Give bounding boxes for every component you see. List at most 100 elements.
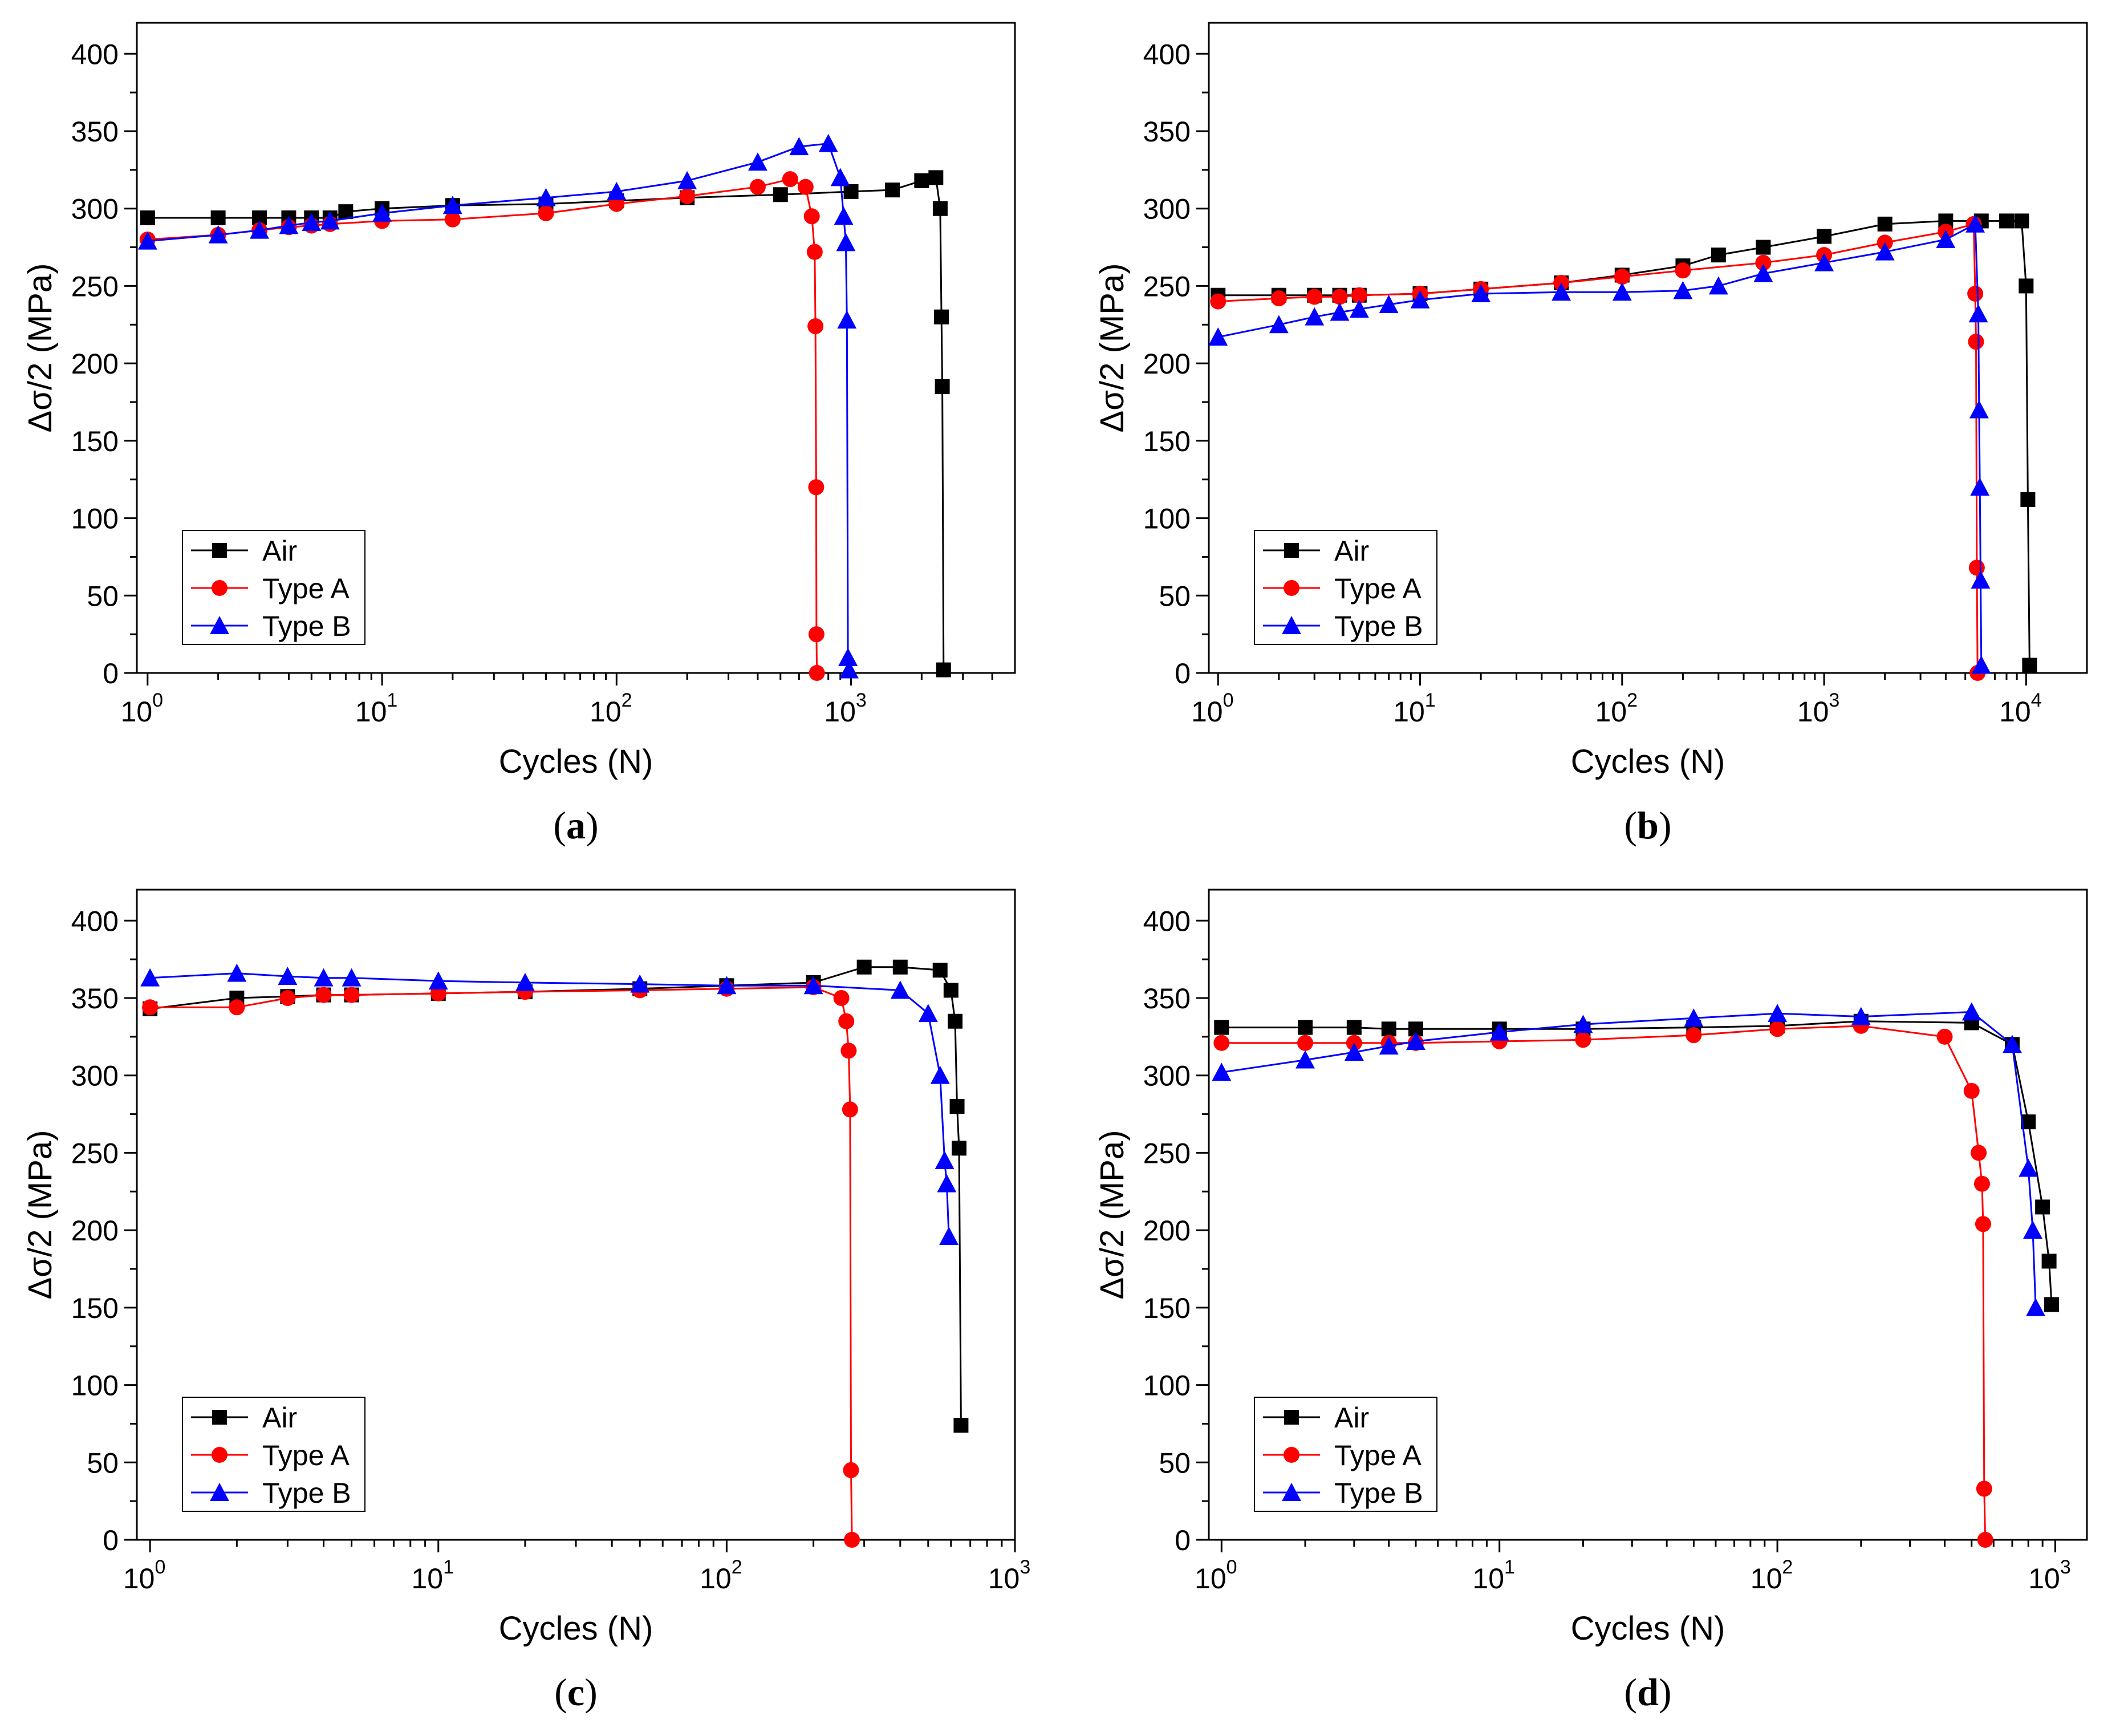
x-axis: 100 101 102 103 104: [1191, 673, 2042, 728]
data-point: [1756, 240, 1771, 255]
legend-label: Air: [262, 1402, 297, 1434]
legend-marker: [1284, 1410, 1299, 1425]
data-point: [1575, 1032, 1591, 1048]
data-point: [834, 206, 854, 225]
data-point: [1379, 1036, 1399, 1055]
y-tick-label: 200: [1143, 1215, 1191, 1247]
data-point: [1817, 229, 1832, 244]
data-point: [2023, 1220, 2042, 1239]
y-axis-title: Δσ/2 (MPa): [22, 263, 59, 433]
y-tick-label: 100: [71, 1370, 119, 1402]
data-point: [2003, 1035, 2022, 1053]
data-point: [1965, 214, 1985, 233]
data-point: [918, 1004, 938, 1023]
legend-entry: Air: [191, 535, 297, 567]
legend-entry: Type B: [1263, 1477, 1423, 1509]
data-point: [343, 987, 360, 1003]
data-point: [789, 137, 809, 156]
series-air: [143, 959, 969, 1433]
data-point: [210, 210, 226, 225]
data-point: [717, 976, 737, 995]
data-point: [1351, 287, 1367, 303]
x-axis-title: Cycles (N): [1571, 1610, 1725, 1647]
data-point: [1708, 276, 1728, 295]
x-tick-label: 101: [1393, 689, 1436, 728]
data-point: [1684, 1008, 1704, 1027]
data-point: [1379, 295, 1399, 313]
x-tick-label: 103: [1797, 689, 1840, 728]
data-point: [935, 1151, 955, 1169]
data-point: [1976, 1481, 1992, 1497]
plot-frame: [1208, 22, 2088, 674]
y-tick-label: 300: [1143, 1060, 1191, 1092]
data-point: [1349, 299, 1369, 318]
data-point: [1769, 1021, 1786, 1037]
y-tick-label: 350: [1143, 116, 1191, 148]
x-axis-title: Cycles (N): [499, 743, 653, 780]
data-point: [320, 211, 340, 230]
y-tick-label: 400: [71, 905, 119, 937]
x-axis: 100 101 102 103: [121, 673, 993, 728]
series-type-b: [137, 133, 859, 679]
data-point: [936, 662, 951, 678]
data-point: [934, 309, 949, 325]
x-tick-label: 102: [1595, 689, 1638, 728]
legend-entry: Air: [191, 1402, 297, 1434]
x-tick-label: 100: [1191, 689, 1234, 728]
data-point: [208, 225, 228, 244]
data-point: [1306, 289, 1323, 305]
plot-frame: [1208, 889, 2088, 1541]
data-point: [140, 968, 160, 987]
x-tick-label: 102: [1751, 1556, 1793, 1595]
data-point: [442, 196, 462, 214]
data-point: [839, 660, 859, 679]
data-point: [843, 1462, 859, 1478]
data-point: [939, 1227, 959, 1245]
data-point: [1330, 302, 1350, 321]
data-point: [838, 647, 858, 666]
data-point: [2022, 658, 2037, 673]
data-point: [137, 231, 157, 250]
data-point: [2019, 278, 2034, 294]
y-axis-title: Δσ/2 (MPa): [1094, 263, 1131, 433]
legend-entry: Air: [1263, 535, 1369, 567]
data-point: [1344, 1043, 1364, 1061]
panel-caption: (a): [553, 804, 598, 847]
data-point: [1381, 1021, 1396, 1037]
legend-marker: [1284, 1447, 1299, 1463]
data-point: [1968, 559, 1985, 576]
data-point: [1967, 286, 1984, 302]
data-point: [930, 1065, 950, 1084]
legend-entry: Type B: [191, 1477, 351, 1509]
y-tick-label: 200: [71, 1215, 119, 1247]
x-tick-label: 100: [123, 1556, 166, 1595]
data-point: [1612, 282, 1632, 301]
data-point: [1999, 213, 2015, 229]
series-air: [1214, 1013, 2060, 1312]
data-point: [1269, 315, 1289, 334]
panel-a: 0 50 100 150 200 250 300 350 400 100 101 102 103 Cycl…: [22, 22, 1016, 847]
legend-label: Type B: [262, 610, 351, 642]
data-point: [1573, 1015, 1593, 1033]
data-point: [2014, 213, 2029, 229]
data-point: [843, 184, 859, 199]
legend-marker: [212, 580, 228, 596]
data-point: [837, 310, 857, 329]
y-tick-label: 100: [1143, 1370, 1191, 1402]
y-tick-label: 400: [1143, 38, 1191, 70]
x-tick-label: 103: [2028, 1556, 2071, 1595]
y-tick-label: 150: [1143, 1292, 1191, 1324]
legend-label: Type B: [1334, 1477, 1423, 1509]
legend-label: Type B: [1334, 610, 1423, 642]
data-point: [1963, 1082, 1980, 1099]
legend: Air Type A Type B: [1254, 1397, 1437, 1512]
x-tick-label: 101: [411, 1556, 454, 1595]
data-point: [890, 980, 910, 999]
series-line: [1221, 1020, 2053, 1305]
series-type-b: [140, 963, 959, 1245]
series-line: [1217, 222, 1983, 666]
data-point: [803, 976, 823, 995]
y-axis-title: Δσ/2 (MPa): [1094, 1130, 1131, 1300]
data-point: [840, 1043, 857, 1059]
data-point: [302, 213, 322, 232]
